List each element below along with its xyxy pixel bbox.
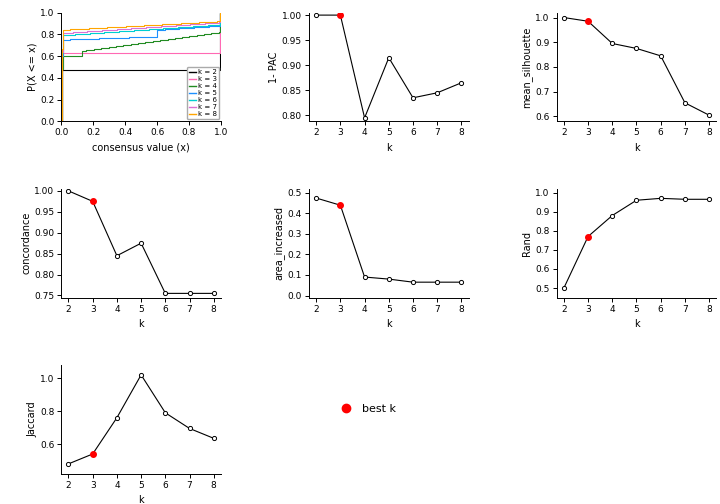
X-axis label: k: k bbox=[634, 143, 639, 153]
Legend: best k: best k bbox=[330, 399, 400, 418]
Legend: k = 2, k = 3, k = 4, k = 5, k = 6, k = 7, k = 8: k = 2, k = 3, k = 4, k = 5, k = 6, k = 7… bbox=[186, 67, 219, 119]
Y-axis label: concordance: concordance bbox=[22, 212, 32, 274]
Y-axis label: P(X <= x): P(X <= x) bbox=[27, 43, 37, 91]
Y-axis label: 1- PAC: 1- PAC bbox=[269, 51, 279, 83]
X-axis label: consensus value (x): consensus value (x) bbox=[92, 143, 190, 153]
Y-axis label: mean_silhouette: mean_silhouette bbox=[521, 26, 533, 108]
X-axis label: k: k bbox=[386, 319, 392, 329]
Y-axis label: area_increased: area_increased bbox=[274, 206, 285, 280]
X-axis label: k: k bbox=[634, 319, 639, 329]
Y-axis label: Jaccard: Jaccard bbox=[27, 402, 37, 437]
X-axis label: k: k bbox=[138, 319, 144, 329]
X-axis label: k: k bbox=[386, 143, 392, 153]
X-axis label: k: k bbox=[138, 495, 144, 504]
Y-axis label: Rand: Rand bbox=[523, 231, 533, 256]
